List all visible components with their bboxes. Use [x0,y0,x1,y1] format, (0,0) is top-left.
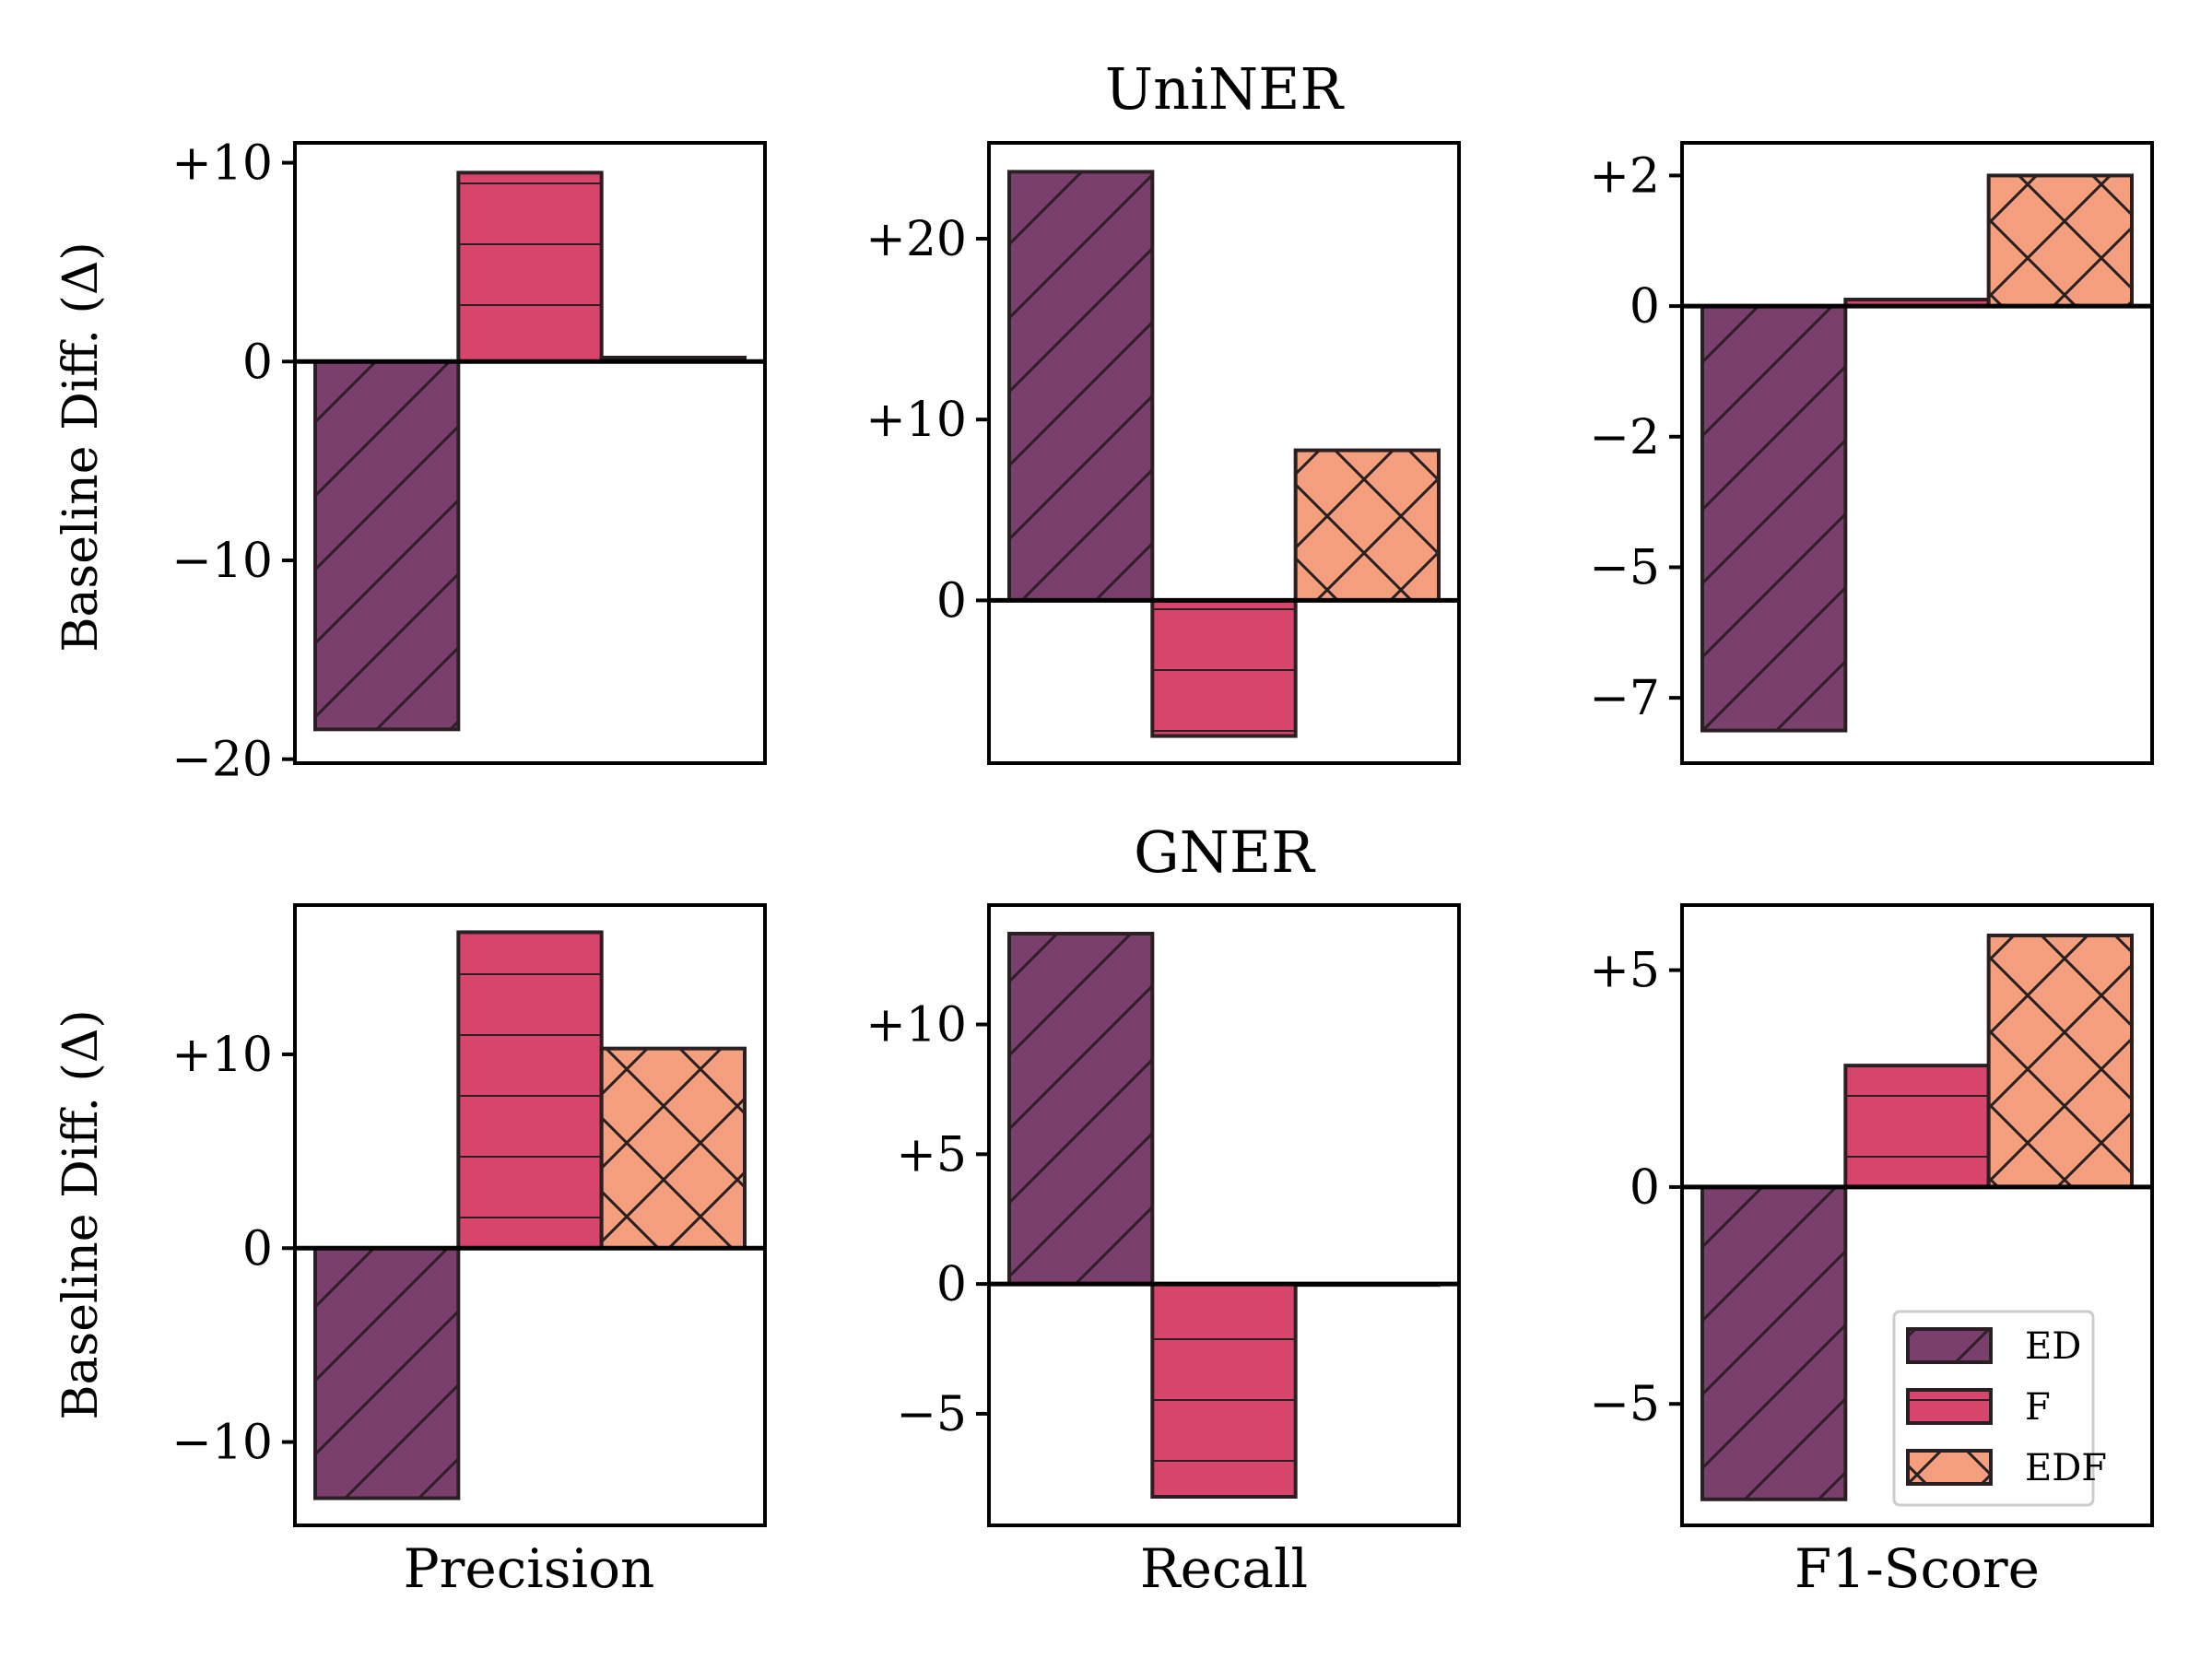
y-tick-label: −5 [896,1387,967,1442]
xlabel-recall: Recall [1140,1537,1308,1600]
y-tick-label: +20 [865,212,967,267]
axes-frame [293,903,767,1527]
axes-frame [1680,903,2154,1527]
title-gner: GNER [1134,818,1316,886]
panel-uniner-f1: +2 0 −2 −5 −7 [1589,141,2154,765]
bar-ed [313,1246,461,1500]
y-tick-label: −5 [1589,540,1660,595]
bar-ed [1007,170,1155,603]
y-tick-label: 0 [1630,279,1660,335]
bar-f [456,930,604,1251]
bar-f [456,171,604,364]
panel-gner-f1: +5 0 −5 [1589,903,2154,1527]
y-tick-label: −7 [1589,671,1660,726]
y-tick-label: 0 [936,1257,967,1312]
y-tick-label: +10 [865,393,967,448]
xlabel-f1: F1-Score [1794,1537,2040,1600]
y-tick-label: −2 [1589,410,1660,465]
panel-uniner-recall: +20 +10 0 [865,141,1461,765]
title-uniner: UniNER [1105,55,1346,123]
bar-f [1150,598,1298,738]
xlabel-precision: Precision [404,1537,655,1600]
legend-label-f: F [2025,1386,2051,1429]
bar-ed [313,359,461,732]
y-tick-label: 0 [242,1221,273,1277]
ylabel-bottom: Baseline Diff. (Δ) [53,1009,109,1419]
y-tick-label: −10 [171,534,273,589]
legend-swatch-edf [1906,1449,1993,1486]
y-tick-label: 0 [242,335,273,390]
y-tick-label: 0 [1630,1160,1660,1216]
axes-frame [293,141,767,765]
y-tick-label: +2 [1589,148,1660,204]
axes-frame [987,141,1461,765]
bar-edf [599,1046,747,1251]
legend-label-edf: EDF [2025,1447,2107,1489]
axes-frame [987,903,1461,1527]
bar-f [1150,1282,1298,1500]
panel-gner-recall: +10 +5 0 −5 [865,903,1461,1527]
bar-edf [1986,933,2135,1189]
y-tick-label: −5 [1589,1377,1660,1432]
bar-f [1843,1064,1991,1189]
legend-swatch-f [1906,1388,1993,1425]
bar-edf [1293,448,1441,603]
y-tick-label: −20 [171,733,273,788]
y-tick-label: +10 [171,136,273,192]
y-tick-label: +10 [865,998,967,1053]
axes-frame [1680,141,2154,765]
legend: ED F EDF [1892,1310,2107,1507]
ylabel-top: Baseline Diff. (Δ) [53,241,109,652]
panel-gner-precision: +10 0 −10 [171,903,767,1527]
y-tick-label: +5 [1589,944,1660,999]
y-tick-label: −10 [171,1416,273,1471]
bar-ed [1700,1184,1848,1501]
panel-uniner-precision: +10 0 −10 −20 [171,136,767,788]
bar-ed [1700,304,1848,733]
y-tick-label: 0 [936,573,967,629]
y-tick-label: +10 [171,1028,273,1083]
bar-edf [1986,173,2135,309]
legend-label-ed: ED [2025,1325,2081,1368]
legend-swatch-ed [1906,1327,1993,1364]
y-tick-label: +5 [896,1127,967,1182]
bar-ed [1007,931,1155,1287]
